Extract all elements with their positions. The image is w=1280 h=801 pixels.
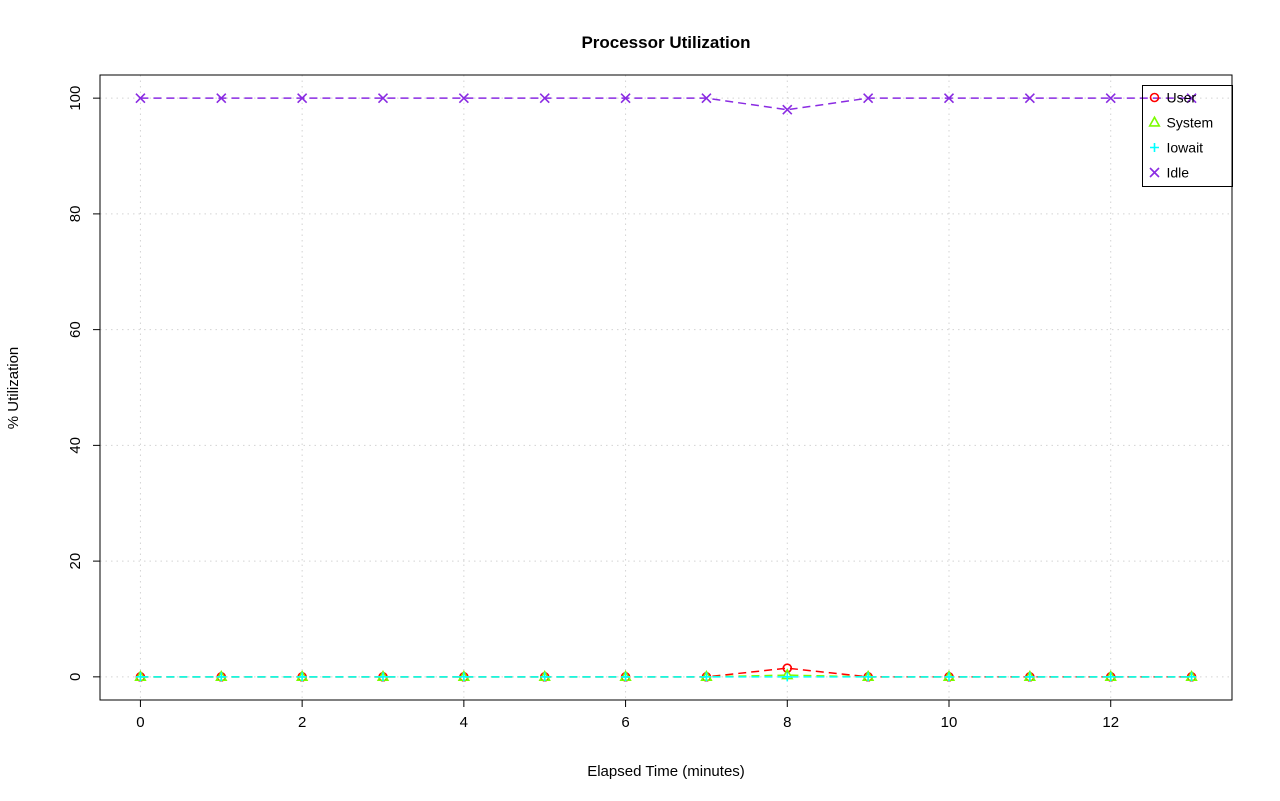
x-tick-label: 10: [941, 714, 958, 731]
x-marker: [216, 93, 227, 104]
x-marker: [1105, 93, 1116, 104]
y-tick-label: 0: [67, 673, 84, 681]
plus-marker: [621, 672, 631, 682]
plus-marker: [459, 672, 469, 682]
plus-marker: [782, 672, 792, 682]
plus-marker: [135, 672, 145, 682]
legend-item-system: System: [1148, 115, 1214, 131]
plus-marker: [863, 672, 873, 682]
legend-layer: User System Iowait Idle: [1142, 85, 1233, 187]
x-tick-label: 0: [136, 714, 144, 731]
plus-marker: [1106, 672, 1116, 682]
legend-label: User: [1167, 90, 1197, 106]
y-tick-label: 60: [67, 321, 84, 338]
legend-item-user: User: [1149, 90, 1197, 106]
x-marker: [135, 93, 146, 104]
legend-label: Idle: [1167, 165, 1190, 181]
legend-label: Iowait: [1167, 140, 1204, 156]
triangle-marker: [1148, 115, 1161, 127]
plus-marker: [944, 672, 954, 682]
legend-box: [1142, 85, 1233, 187]
x-marker: [620, 93, 631, 104]
circle-marker: [782, 663, 793, 673]
y-tick-label: 80: [67, 206, 84, 223]
y-tick-label: 20: [67, 553, 84, 570]
chart-title: Processor Utilization: [581, 33, 750, 52]
series-line-idle: [140, 97, 1192, 111]
x-tick-label: 12: [1102, 714, 1119, 731]
x-tick-label: 8: [783, 714, 791, 731]
x-axis-label: Elapsed Time (minutes): [587, 763, 745, 780]
x-marker: [1186, 93, 1197, 104]
series-user: [135, 663, 1197, 682]
x-marker: [458, 93, 469, 104]
circle-marker: [1149, 92, 1160, 103]
plus-marker: [1025, 672, 1035, 682]
plus-marker: [540, 672, 550, 682]
x-marker: [943, 93, 955, 104]
x-marker: [863, 93, 874, 104]
plus-marker: [378, 672, 388, 682]
x-marker: [782, 104, 793, 115]
series-iowait: [135, 672, 1197, 682]
y-tick-label: 40: [67, 437, 84, 454]
x-marker: [1149, 167, 1160, 178]
x-tick-label: 4: [460, 714, 468, 731]
plus-marker: [701, 672, 711, 682]
x-marker: [701, 93, 712, 104]
y-axis-label: % Utilization: [5, 347, 22, 430]
plot-border: [99, 74, 1233, 701]
x-marker: [377, 93, 389, 104]
legend-label: System: [1167, 115, 1214, 131]
legend-item-idle: Idle: [1149, 165, 1190, 181]
series-layer: [134, 93, 1198, 682]
plus-marker: [297, 672, 307, 682]
plus-marker: [216, 672, 226, 682]
plus-marker: [1150, 143, 1159, 152]
axes-layer: 0 2 4 6 8 10 12 0 20 40 60 80 100: [67, 74, 1233, 731]
x-marker: [1024, 93, 1035, 104]
series-system: [134, 668, 1198, 682]
y-tick-label: 100: [67, 86, 84, 111]
plus-marker: [1187, 672, 1197, 682]
grid-layer: [100, 75, 1232, 700]
x-tick-label: 6: [621, 714, 629, 731]
series-idle: [135, 93, 1197, 115]
x-marker: [297, 93, 308, 104]
x-marker: [539, 93, 550, 104]
legend-item-iowait: Iowait: [1150, 140, 1203, 156]
x-tick-label: 2: [298, 714, 306, 731]
